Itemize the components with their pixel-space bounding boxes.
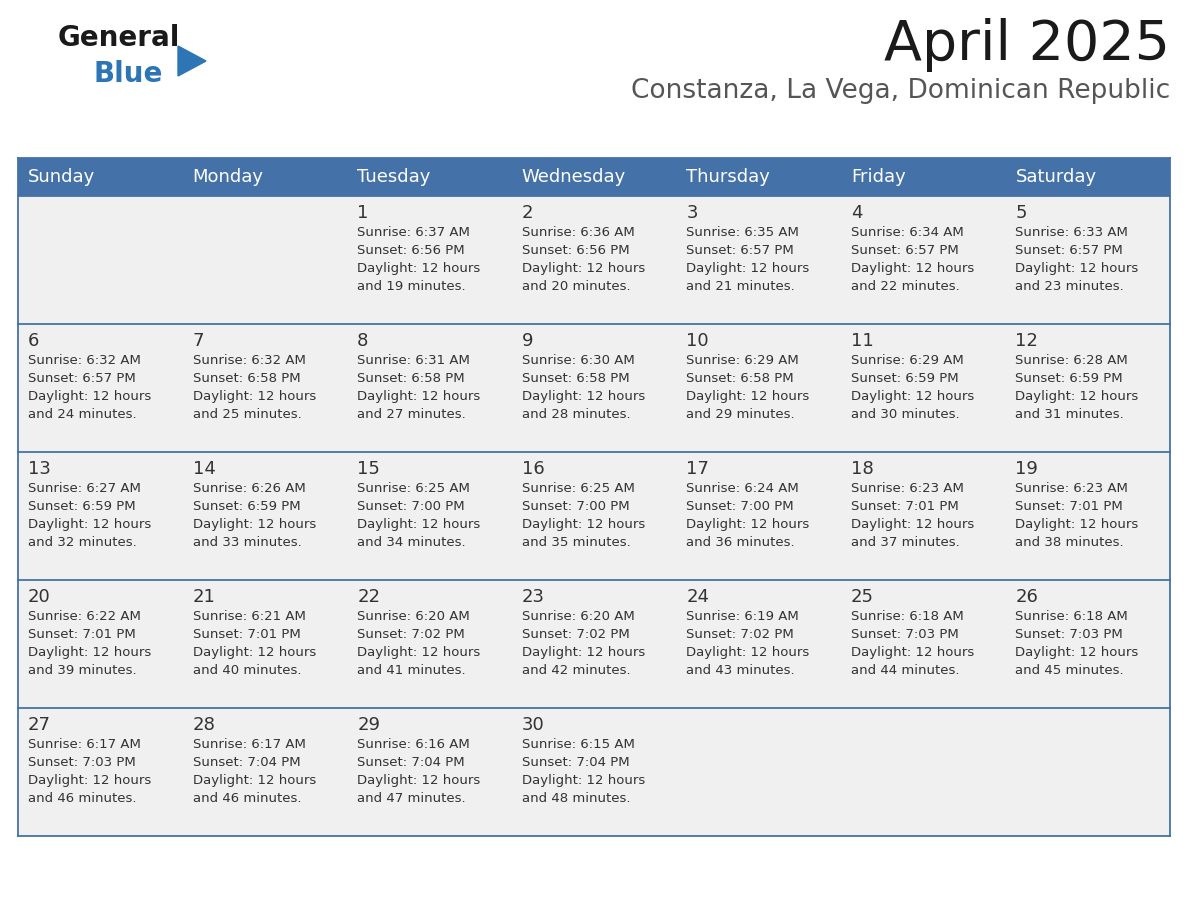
Text: Sunrise: 6:29 AM
Sunset: 6:59 PM
Daylight: 12 hours
and 30 minutes.: Sunrise: 6:29 AM Sunset: 6:59 PM Dayligh… bbox=[851, 354, 974, 421]
Text: Sunrise: 6:20 AM
Sunset: 7:02 PM
Daylight: 12 hours
and 41 minutes.: Sunrise: 6:20 AM Sunset: 7:02 PM Dayligh… bbox=[358, 610, 480, 677]
Text: 4: 4 bbox=[851, 204, 862, 222]
Text: 15: 15 bbox=[358, 460, 380, 478]
Text: 18: 18 bbox=[851, 460, 873, 478]
Text: 8: 8 bbox=[358, 332, 368, 350]
Text: Sunrise: 6:27 AM
Sunset: 6:59 PM
Daylight: 12 hours
and 32 minutes.: Sunrise: 6:27 AM Sunset: 6:59 PM Dayligh… bbox=[29, 482, 151, 549]
Bar bbox=[18, 452, 1170, 580]
Text: 25: 25 bbox=[851, 588, 874, 606]
Text: 2: 2 bbox=[522, 204, 533, 222]
Text: Sunday: Sunday bbox=[29, 168, 95, 186]
Text: 5: 5 bbox=[1016, 204, 1026, 222]
Text: Sunrise: 6:31 AM
Sunset: 6:58 PM
Daylight: 12 hours
and 27 minutes.: Sunrise: 6:31 AM Sunset: 6:58 PM Dayligh… bbox=[358, 354, 480, 421]
Text: 17: 17 bbox=[687, 460, 709, 478]
Text: Sunrise: 6:17 AM
Sunset: 7:03 PM
Daylight: 12 hours
and 46 minutes.: Sunrise: 6:17 AM Sunset: 7:03 PM Dayligh… bbox=[29, 738, 151, 805]
Text: Sunrise: 6:24 AM
Sunset: 7:00 PM
Daylight: 12 hours
and 36 minutes.: Sunrise: 6:24 AM Sunset: 7:00 PM Dayligh… bbox=[687, 482, 809, 549]
Text: Sunrise: 6:35 AM
Sunset: 6:57 PM
Daylight: 12 hours
and 21 minutes.: Sunrise: 6:35 AM Sunset: 6:57 PM Dayligh… bbox=[687, 226, 809, 293]
Text: 3: 3 bbox=[687, 204, 697, 222]
Text: Sunrise: 6:19 AM
Sunset: 7:02 PM
Daylight: 12 hours
and 43 minutes.: Sunrise: 6:19 AM Sunset: 7:02 PM Dayligh… bbox=[687, 610, 809, 677]
Text: Sunrise: 6:20 AM
Sunset: 7:02 PM
Daylight: 12 hours
and 42 minutes.: Sunrise: 6:20 AM Sunset: 7:02 PM Dayligh… bbox=[522, 610, 645, 677]
Text: Sunrise: 6:25 AM
Sunset: 7:00 PM
Daylight: 12 hours
and 34 minutes.: Sunrise: 6:25 AM Sunset: 7:00 PM Dayligh… bbox=[358, 482, 480, 549]
Polygon shape bbox=[178, 46, 206, 76]
Text: Sunrise: 6:37 AM
Sunset: 6:56 PM
Daylight: 12 hours
and 19 minutes.: Sunrise: 6:37 AM Sunset: 6:56 PM Dayligh… bbox=[358, 226, 480, 293]
Text: Monday: Monday bbox=[192, 168, 264, 186]
Text: 22: 22 bbox=[358, 588, 380, 606]
Text: 20: 20 bbox=[29, 588, 51, 606]
Text: Sunrise: 6:33 AM
Sunset: 6:57 PM
Daylight: 12 hours
and 23 minutes.: Sunrise: 6:33 AM Sunset: 6:57 PM Dayligh… bbox=[1016, 226, 1138, 293]
Text: Tuesday: Tuesday bbox=[358, 168, 430, 186]
Text: 21: 21 bbox=[192, 588, 215, 606]
Text: Sunrise: 6:16 AM
Sunset: 7:04 PM
Daylight: 12 hours
and 47 minutes.: Sunrise: 6:16 AM Sunset: 7:04 PM Dayligh… bbox=[358, 738, 480, 805]
Text: 30: 30 bbox=[522, 716, 544, 734]
Text: Sunrise: 6:23 AM
Sunset: 7:01 PM
Daylight: 12 hours
and 37 minutes.: Sunrise: 6:23 AM Sunset: 7:01 PM Dayligh… bbox=[851, 482, 974, 549]
Text: Sunrise: 6:17 AM
Sunset: 7:04 PM
Daylight: 12 hours
and 46 minutes.: Sunrise: 6:17 AM Sunset: 7:04 PM Dayligh… bbox=[192, 738, 316, 805]
Bar bbox=[18, 324, 1170, 452]
Text: Sunrise: 6:36 AM
Sunset: 6:56 PM
Daylight: 12 hours
and 20 minutes.: Sunrise: 6:36 AM Sunset: 6:56 PM Dayligh… bbox=[522, 226, 645, 293]
Text: Blue: Blue bbox=[94, 60, 164, 88]
Text: Sunrise: 6:15 AM
Sunset: 7:04 PM
Daylight: 12 hours
and 48 minutes.: Sunrise: 6:15 AM Sunset: 7:04 PM Dayligh… bbox=[522, 738, 645, 805]
Text: Wednesday: Wednesday bbox=[522, 168, 626, 186]
Text: 12: 12 bbox=[1016, 332, 1038, 350]
Text: 11: 11 bbox=[851, 332, 873, 350]
Text: 9: 9 bbox=[522, 332, 533, 350]
Text: Sunrise: 6:18 AM
Sunset: 7:03 PM
Daylight: 12 hours
and 45 minutes.: Sunrise: 6:18 AM Sunset: 7:03 PM Dayligh… bbox=[1016, 610, 1138, 677]
Text: 6: 6 bbox=[29, 332, 39, 350]
Text: Sunrise: 6:26 AM
Sunset: 6:59 PM
Daylight: 12 hours
and 33 minutes.: Sunrise: 6:26 AM Sunset: 6:59 PM Dayligh… bbox=[192, 482, 316, 549]
Text: Friday: Friday bbox=[851, 168, 905, 186]
Text: 7: 7 bbox=[192, 332, 204, 350]
Text: 13: 13 bbox=[29, 460, 51, 478]
Text: Sunrise: 6:28 AM
Sunset: 6:59 PM
Daylight: 12 hours
and 31 minutes.: Sunrise: 6:28 AM Sunset: 6:59 PM Dayligh… bbox=[1016, 354, 1138, 421]
Text: 10: 10 bbox=[687, 332, 709, 350]
Text: Sunrise: 6:32 AM
Sunset: 6:58 PM
Daylight: 12 hours
and 25 minutes.: Sunrise: 6:32 AM Sunset: 6:58 PM Dayligh… bbox=[192, 354, 316, 421]
Bar bbox=[18, 158, 1170, 196]
Text: April 2025: April 2025 bbox=[884, 18, 1170, 72]
Text: 26: 26 bbox=[1016, 588, 1038, 606]
Text: Sunrise: 6:25 AM
Sunset: 7:00 PM
Daylight: 12 hours
and 35 minutes.: Sunrise: 6:25 AM Sunset: 7:00 PM Dayligh… bbox=[522, 482, 645, 549]
Text: Constanza, La Vega, Dominican Republic: Constanza, La Vega, Dominican Republic bbox=[631, 78, 1170, 104]
Text: 19: 19 bbox=[1016, 460, 1038, 478]
Text: Sunrise: 6:18 AM
Sunset: 7:03 PM
Daylight: 12 hours
and 44 minutes.: Sunrise: 6:18 AM Sunset: 7:03 PM Dayligh… bbox=[851, 610, 974, 677]
Text: General: General bbox=[58, 24, 181, 52]
Bar bbox=[18, 196, 1170, 324]
Bar bbox=[18, 708, 1170, 836]
Text: Sunrise: 6:30 AM
Sunset: 6:58 PM
Daylight: 12 hours
and 28 minutes.: Sunrise: 6:30 AM Sunset: 6:58 PM Dayligh… bbox=[522, 354, 645, 421]
Text: Sunrise: 6:34 AM
Sunset: 6:57 PM
Daylight: 12 hours
and 22 minutes.: Sunrise: 6:34 AM Sunset: 6:57 PM Dayligh… bbox=[851, 226, 974, 293]
Text: Saturday: Saturday bbox=[1016, 168, 1097, 186]
Text: 14: 14 bbox=[192, 460, 215, 478]
Bar bbox=[18, 580, 1170, 708]
Text: 23: 23 bbox=[522, 588, 545, 606]
Text: 16: 16 bbox=[522, 460, 544, 478]
Text: 1: 1 bbox=[358, 204, 368, 222]
Text: 24: 24 bbox=[687, 588, 709, 606]
Text: Sunrise: 6:32 AM
Sunset: 6:57 PM
Daylight: 12 hours
and 24 minutes.: Sunrise: 6:32 AM Sunset: 6:57 PM Dayligh… bbox=[29, 354, 151, 421]
Text: Sunrise: 6:22 AM
Sunset: 7:01 PM
Daylight: 12 hours
and 39 minutes.: Sunrise: 6:22 AM Sunset: 7:01 PM Dayligh… bbox=[29, 610, 151, 677]
Text: 28: 28 bbox=[192, 716, 215, 734]
Text: Sunrise: 6:23 AM
Sunset: 7:01 PM
Daylight: 12 hours
and 38 minutes.: Sunrise: 6:23 AM Sunset: 7:01 PM Dayligh… bbox=[1016, 482, 1138, 549]
Text: Sunrise: 6:29 AM
Sunset: 6:58 PM
Daylight: 12 hours
and 29 minutes.: Sunrise: 6:29 AM Sunset: 6:58 PM Dayligh… bbox=[687, 354, 809, 421]
Text: 29: 29 bbox=[358, 716, 380, 734]
Text: Thursday: Thursday bbox=[687, 168, 770, 186]
Text: 27: 27 bbox=[29, 716, 51, 734]
Text: Sunrise: 6:21 AM
Sunset: 7:01 PM
Daylight: 12 hours
and 40 minutes.: Sunrise: 6:21 AM Sunset: 7:01 PM Dayligh… bbox=[192, 610, 316, 677]
